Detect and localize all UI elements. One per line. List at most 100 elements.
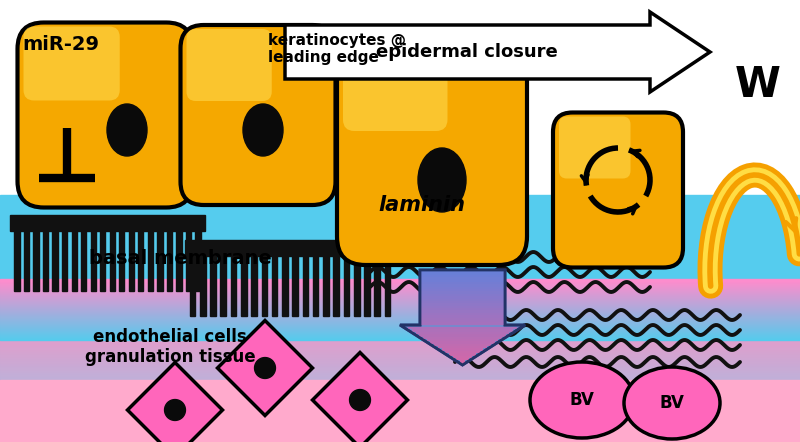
Ellipse shape <box>624 367 720 439</box>
Bar <box>190 256 195 316</box>
Bar <box>0 395 800 397</box>
Polygon shape <box>313 353 407 442</box>
Bar <box>0 369 800 371</box>
Text: BV: BV <box>659 394 685 412</box>
Bar <box>0 279 800 281</box>
Bar <box>241 256 246 316</box>
Polygon shape <box>420 301 505 303</box>
Bar <box>0 307 800 309</box>
Polygon shape <box>420 322 505 324</box>
Bar <box>0 301 800 304</box>
Text: keratinocytes @
leading edge: keratinocytes @ leading edge <box>268 33 406 65</box>
Bar <box>0 384 800 386</box>
Bar <box>0 380 800 381</box>
Bar <box>167 231 172 291</box>
Bar <box>272 256 278 316</box>
Bar <box>262 256 267 316</box>
Ellipse shape <box>350 389 370 411</box>
Bar <box>354 256 359 316</box>
Bar <box>0 438 800 441</box>
Bar <box>0 320 800 323</box>
Bar <box>0 332 800 334</box>
Polygon shape <box>420 277 505 279</box>
Bar <box>0 397 800 400</box>
Bar <box>0 338 800 340</box>
Bar <box>0 280 800 282</box>
Bar <box>0 328 800 331</box>
Bar <box>334 256 339 316</box>
FancyBboxPatch shape <box>337 35 527 265</box>
Polygon shape <box>420 272 505 275</box>
Bar <box>0 309 800 311</box>
Polygon shape <box>420 296 505 298</box>
Bar <box>0 304 800 306</box>
Polygon shape <box>420 286 505 289</box>
Bar <box>0 322 800 324</box>
Bar <box>0 309 800 311</box>
Bar <box>0 365 800 367</box>
Bar <box>0 366 800 369</box>
Polygon shape <box>446 351 480 353</box>
FancyBboxPatch shape <box>18 23 193 207</box>
Bar <box>81 231 86 291</box>
Bar <box>0 428 800 430</box>
Bar <box>0 424 800 427</box>
Bar <box>0 349 800 351</box>
Text: basal membrane: basal membrane <box>89 248 271 267</box>
Bar <box>14 231 19 291</box>
FancyBboxPatch shape <box>181 25 335 205</box>
Polygon shape <box>420 313 505 315</box>
Bar <box>0 294 800 296</box>
Bar <box>0 434 800 436</box>
Bar <box>0 305 800 307</box>
Bar <box>0 291 800 293</box>
Polygon shape <box>420 279 505 282</box>
Bar <box>0 314 800 316</box>
Bar <box>0 373 800 376</box>
Bar <box>0 383 800 385</box>
Bar <box>0 415 800 417</box>
Text: laminin: laminin <box>378 195 466 215</box>
Bar <box>0 414 800 416</box>
Bar <box>53 231 58 291</box>
Bar <box>0 328 800 330</box>
Bar <box>0 282 800 284</box>
Bar <box>0 358 800 360</box>
Polygon shape <box>415 332 510 334</box>
FancyBboxPatch shape <box>559 117 630 179</box>
Polygon shape <box>438 346 487 348</box>
Bar <box>0 333 800 335</box>
Bar <box>0 394 800 396</box>
Bar <box>0 423 800 426</box>
Polygon shape <box>408 327 517 329</box>
Polygon shape <box>218 320 313 415</box>
Bar <box>0 412 800 415</box>
Bar <box>0 330 800 332</box>
Polygon shape <box>420 275 505 277</box>
Polygon shape <box>285 12 710 92</box>
Bar <box>0 333 800 335</box>
Polygon shape <box>420 320 505 322</box>
Bar <box>0 409 800 411</box>
Bar <box>0 419 800 421</box>
Bar <box>0 361 800 363</box>
Bar <box>0 330 800 332</box>
Polygon shape <box>420 298 505 301</box>
Bar <box>186 231 191 291</box>
Bar <box>0 372 800 374</box>
Bar <box>0 354 800 356</box>
Bar <box>0 312 800 314</box>
Text: BV: BV <box>570 391 594 409</box>
Polygon shape <box>430 341 494 343</box>
Bar <box>0 323 800 325</box>
Bar <box>292 256 298 316</box>
Polygon shape <box>420 317 505 320</box>
Bar <box>185 240 395 256</box>
Bar <box>0 405 800 408</box>
Bar <box>0 293 800 295</box>
Bar <box>0 438 800 440</box>
Bar <box>138 231 143 291</box>
Bar <box>0 317 800 319</box>
Bar <box>302 256 308 316</box>
Bar <box>0 433 800 435</box>
